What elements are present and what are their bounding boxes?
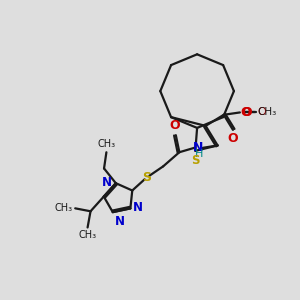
Text: CH₃: CH₃ <box>79 230 97 240</box>
Text: N: N <box>193 141 204 154</box>
Text: O: O <box>258 107 266 117</box>
Text: CH₃: CH₃ <box>258 107 277 117</box>
Text: CH₃: CH₃ <box>97 139 116 149</box>
Text: N: N <box>102 176 112 188</box>
Text: H: H <box>195 149 204 159</box>
Text: O: O <box>242 106 252 119</box>
Text: CH₃: CH₃ <box>55 203 73 213</box>
Text: O: O <box>241 106 251 119</box>
Text: S: S <box>191 154 200 167</box>
Text: S: S <box>142 171 152 184</box>
Text: O: O <box>169 119 180 132</box>
Text: O: O <box>228 132 238 145</box>
Text: N: N <box>133 201 143 214</box>
Text: N: N <box>115 215 124 228</box>
